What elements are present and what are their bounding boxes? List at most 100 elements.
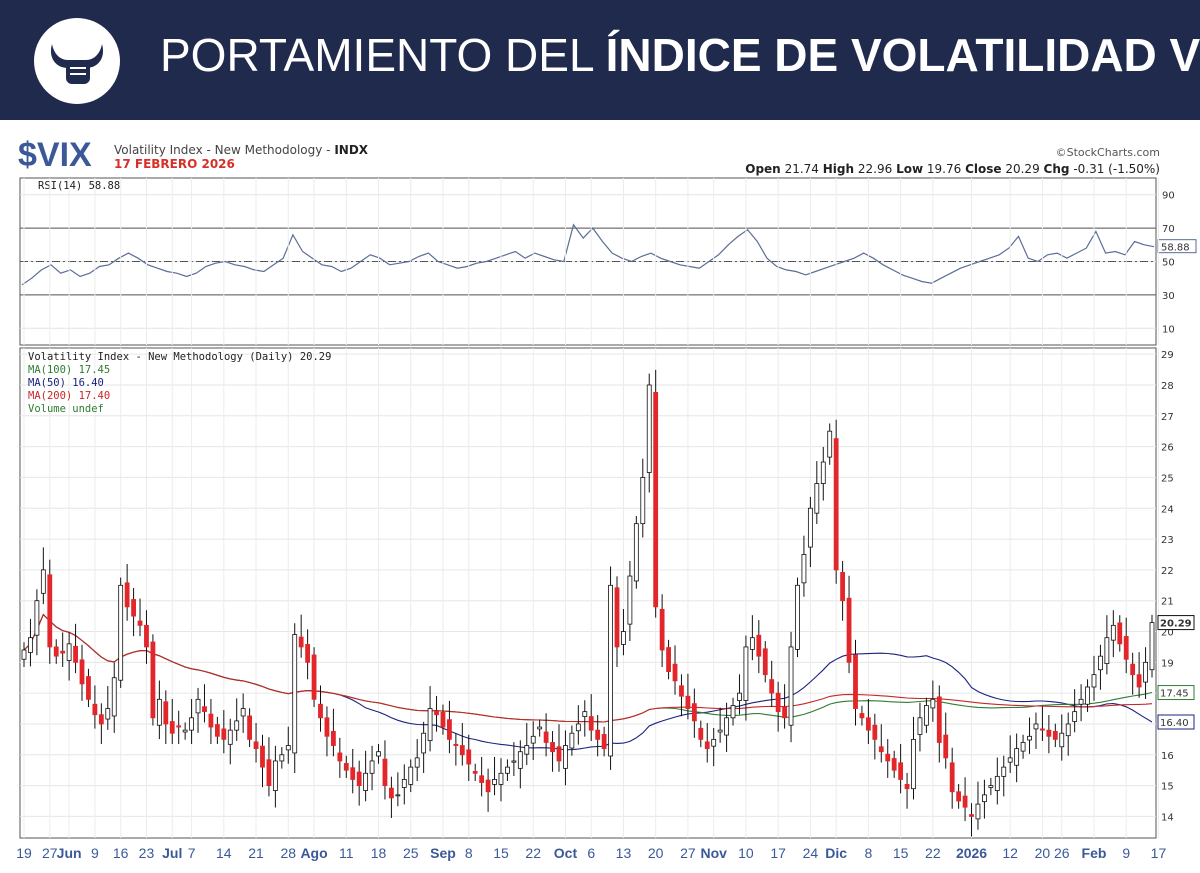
candle-body (337, 752, 343, 762)
x-tick-label: Jul (162, 845, 182, 861)
description-text: Volatility Index - New Methodology - (114, 143, 335, 157)
candle-body (234, 720, 240, 731)
candle-body (150, 641, 156, 719)
candle-body (395, 794, 401, 797)
x-tick-label: Dic (825, 845, 847, 861)
candle-body (762, 648, 768, 676)
candle-body (511, 760, 517, 763)
ma100-value-label: 17.45 (1160, 689, 1189, 700)
x-tick-label: Nov (700, 845, 727, 861)
candle-body (730, 705, 736, 719)
x-tick-label: 20 (1035, 845, 1051, 861)
candle-body (672, 663, 678, 682)
candle-body (975, 803, 981, 820)
candle-body (1059, 732, 1065, 748)
candle-body (498, 772, 504, 785)
price-panel-frame (19, 347, 1157, 839)
exchange-label: INDX (334, 143, 369, 157)
candle-body (208, 713, 214, 728)
price-tick-label: 15 (1161, 782, 1174, 793)
candle-body (86, 676, 91, 700)
candle-body (943, 734, 949, 759)
candle-body (330, 730, 336, 746)
candle-body (1117, 622, 1123, 645)
candle-body (408, 766, 414, 785)
candle-body (79, 659, 85, 685)
rsi-tick-label: 10 (1162, 324, 1175, 335)
candle-body (1091, 674, 1097, 688)
candle-body (28, 637, 33, 653)
chart-date: 17 FEBRERO 2026 (114, 157, 235, 171)
rsi-last-value: 58.88 (1161, 243, 1190, 254)
candle-body (298, 636, 304, 648)
candle-body (285, 745, 291, 751)
candle-body (505, 766, 510, 774)
candle-body (492, 779, 497, 785)
candle-body (1085, 686, 1090, 705)
candle-body (923, 705, 929, 726)
candle-body (214, 724, 220, 737)
candle-body (163, 701, 169, 725)
candle-body (1123, 636, 1129, 660)
candle-body (711, 738, 717, 747)
candle-body (98, 714, 104, 725)
x-tick-label: 8 (864, 845, 872, 861)
close-value: 20.29 (1005, 162, 1040, 176)
candle-body (389, 787, 394, 799)
index-description: Volatility Index - New Methodology - IND… (114, 143, 368, 157)
candle-body (195, 698, 201, 714)
candle-body (227, 729, 233, 745)
chg-label: Chg (1043, 162, 1070, 176)
candle-body (202, 706, 207, 713)
candle-body (846, 597, 852, 663)
banner-title: PORTAMIENTO DEL ÍNDICE DE VOLATILIDAD VI… (160, 28, 1200, 82)
candle-body (872, 724, 878, 740)
candle-body (156, 698, 162, 726)
candle-body (659, 608, 665, 651)
candle-body (253, 741, 259, 750)
candle-body (563, 745, 568, 769)
candle-body (189, 717, 194, 731)
candle-body (34, 600, 40, 636)
price-tick-label: 28 (1161, 381, 1174, 392)
price-tick-label: 14 (1161, 812, 1174, 823)
candle-body (936, 696, 942, 743)
open-label: Open (745, 162, 781, 176)
candle-body (1149, 622, 1155, 671)
candle-body (756, 634, 762, 657)
candle-body (1065, 723, 1071, 737)
candle-body (440, 711, 446, 728)
candle-body (485, 779, 491, 793)
candle-body (376, 751, 381, 757)
candle-body (891, 758, 897, 771)
candle-body (247, 715, 253, 740)
candle-body (524, 745, 530, 755)
candle-body (969, 814, 974, 817)
candle-body (530, 735, 536, 744)
candle-body (769, 679, 775, 694)
candle-body (1098, 655, 1103, 671)
candle-body (608, 584, 613, 757)
candle-body (930, 698, 936, 709)
rsi-line (21, 223, 1155, 286)
candle-body (105, 708, 111, 720)
candle-body (453, 743, 459, 746)
candle-body (73, 645, 78, 663)
price-tick-label: 24 (1161, 504, 1174, 515)
x-tick-label: 26 (1054, 845, 1070, 861)
x-tick-label: 14 (216, 845, 232, 861)
candle-body (176, 725, 182, 728)
candle-body (350, 767, 356, 780)
candle-body (1040, 728, 1045, 731)
candle-body (1104, 637, 1110, 664)
price-legend-entry: Volatility Index - New Methodology (Dail… (28, 351, 331, 363)
candle-body (21, 649, 27, 660)
candle-body (1020, 742, 1026, 752)
candle-body (994, 775, 1000, 791)
price-tick-label: 19 (1161, 658, 1174, 669)
x-tick-label: 10 (738, 845, 754, 861)
x-tick-label: 17 (770, 845, 786, 861)
candle-body (124, 582, 130, 608)
x-tick-label: 22 (925, 845, 941, 861)
candle-body (472, 771, 478, 774)
